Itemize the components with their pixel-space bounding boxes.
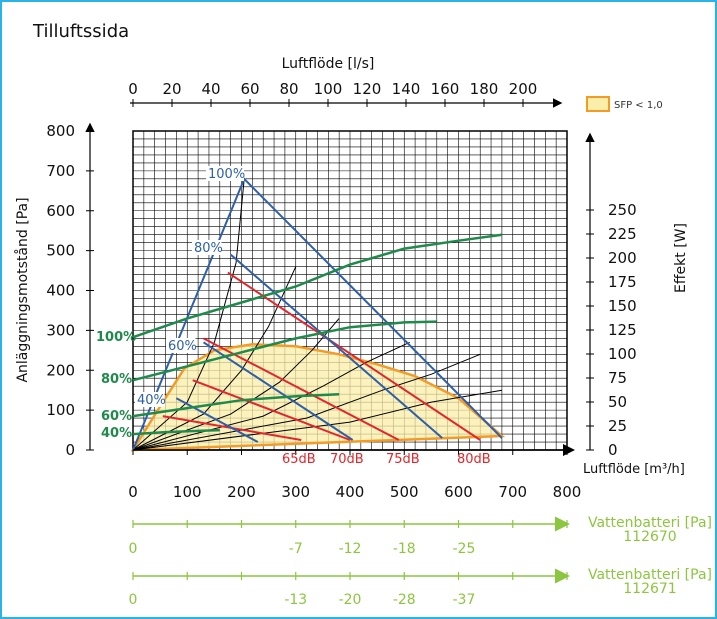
sound-label: 70dB [330, 452, 364, 467]
sound-line [192, 379, 351, 441]
sound-label: 80dB [457, 452, 491, 467]
x-top-tick-label: 20 [162, 80, 181, 98]
fan-power-label: 40% [101, 426, 132, 441]
fan-pressure-label-bg [192, 240, 222, 255]
legend: SFP < 1,0 [586, 96, 663, 112]
fan-pressure-curve [230, 253, 443, 439]
y-tick-label: 100 [46, 401, 75, 419]
y-tick-label: 500 [46, 242, 75, 260]
water-tick-label: -20 [339, 592, 362, 608]
water-tick-label: -37 [452, 592, 475, 608]
fan-power-label: 100% [96, 330, 136, 345]
x-top-tick-label: 180 [470, 80, 499, 98]
fan-pressure-label-bg [206, 166, 244, 181]
x-top-tick-label: 40 [201, 80, 220, 98]
y-right-tick-label: 250 [608, 201, 637, 219]
fan-power-curve [132, 428, 220, 436]
x-top-tick-label: 0 [128, 80, 138, 98]
fan-pressure-label: 60% [168, 339, 197, 354]
x-tick-label: 200 [227, 483, 256, 501]
water-tick-label: -7 [289, 541, 303, 557]
fan-power-label: 60% [101, 409, 132, 424]
fan-pressure-label: 80% [194, 241, 223, 256]
x-top-tick-label: 100 [314, 80, 343, 98]
fan-pressure-curve [175, 397, 259, 443]
fan-pressure-label-bg [135, 392, 165, 407]
water-tick-label: 0 [129, 541, 138, 557]
sound-line [203, 337, 400, 441]
y-right-tick-label: 0 [608, 441, 618, 459]
water-tick-label: -28 [393, 592, 416, 608]
x-top-tick-label: 80 [279, 80, 298, 98]
x-tick-label: 100 [173, 483, 202, 501]
water-tick-label: -18 [393, 541, 416, 557]
legend-label: SFP < 1,0 [614, 100, 663, 111]
system-curve [132, 389, 502, 451]
x-tick-label: 800 [553, 483, 582, 501]
water-model: 112670 [623, 529, 676, 545]
x-tick-label: 600 [444, 483, 473, 501]
x-top-tick-label: 60 [240, 80, 259, 98]
fan-pressure-label: 40% [137, 393, 166, 408]
y-right-tick-label: 50 [608, 393, 627, 411]
y-tick-label: 200 [46, 361, 75, 379]
system-curve [132, 353, 481, 451]
x-tick-label: 400 [336, 483, 365, 501]
x-tick-label: 500 [390, 483, 419, 501]
y-tick-label: 800 [46, 122, 75, 140]
fan-power-curve [132, 233, 503, 339]
y-tick-label: 0 [65, 441, 75, 459]
y-tick-label: 400 [46, 282, 75, 300]
water-model: 112671 [623, 581, 676, 597]
legend-swatch [586, 96, 610, 112]
x-top-tick-label: 140 [392, 80, 421, 98]
y-axis-label: Anläggningsmotstånd [Pa] [14, 197, 31, 382]
y-right-tick-label: 25 [608, 417, 627, 435]
x-top-tick-label: 120 [353, 80, 382, 98]
sound-label: 75dB [386, 452, 420, 467]
x-top-tick-label: 200 [509, 80, 538, 98]
y-right-tick-label: 75 [608, 369, 627, 387]
sound-line [227, 271, 481, 441]
water-tick-label: -12 [339, 541, 362, 557]
x-tick-label: 0 [128, 483, 138, 501]
x-top-tick-label: 160 [431, 80, 460, 98]
y-right-tick-label: 125 [608, 321, 637, 339]
x-top-axis-label: Luftflöde [l/s] [282, 56, 375, 72]
fan-pressure-curve [202, 341, 354, 441]
y-right-tick-label: 100 [608, 345, 637, 363]
y-right-tick-label: 150 [608, 297, 637, 315]
x-axis-label: Luftflöde [m³/h] [583, 462, 685, 477]
sound-label: 65dB [282, 452, 316, 467]
fan-pressure-curve [132, 177, 503, 451]
y-right-tick-label: 200 [608, 249, 637, 267]
fan-power-curve [132, 320, 437, 382]
y-right-tick-label: 175 [608, 273, 637, 291]
fan-pressure-label: 100% [208, 167, 245, 182]
fan-power-label: 80% [101, 372, 132, 387]
axes [85, 98, 595, 456]
y-right-tick-label: 225 [608, 225, 637, 243]
x-tick-label: 700 [498, 483, 527, 501]
water-tick-label: -13 [284, 592, 307, 608]
y-right-axis-label: Effekt [W] [673, 223, 689, 293]
y-tick-label: 600 [46, 202, 75, 220]
y-tick-label: 700 [46, 162, 75, 180]
water-tick-label: 0 [129, 592, 138, 608]
water-label: Vattenbatteri [Pa] [588, 567, 712, 583]
system-curve [132, 341, 410, 451]
chart-title: Tilluftssida [32, 21, 129, 42]
water-label: Vattenbatteri [Pa] [588, 515, 712, 531]
water-tick-label: -25 [452, 541, 475, 557]
x-tick-label: 300 [281, 483, 310, 501]
fan-pressure-label-bg [166, 338, 196, 353]
curves [132, 177, 503, 451]
fan-power-curve [132, 392, 340, 418]
system-curve [132, 318, 340, 451]
y-tick-label: 300 [46, 321, 75, 339]
